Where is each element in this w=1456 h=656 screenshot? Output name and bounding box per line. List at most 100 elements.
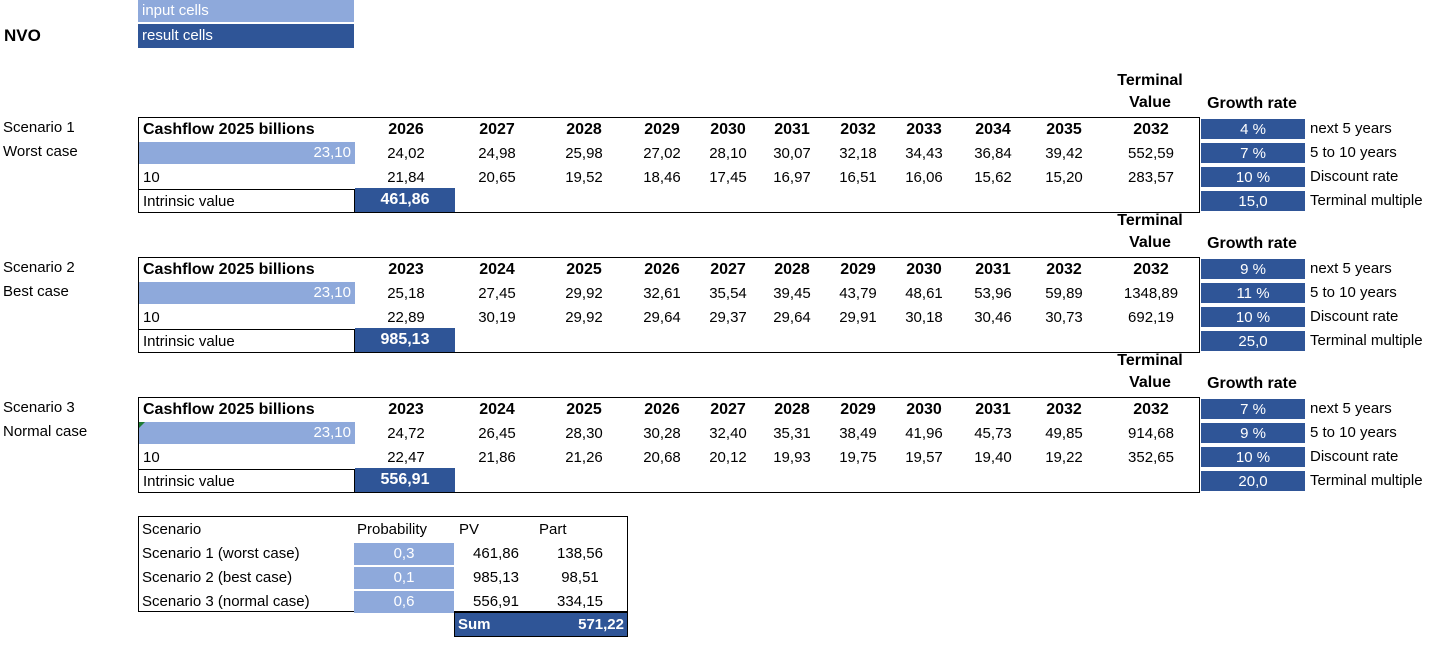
summary-sum-label: Sum	[458, 616, 491, 633]
terminal-value-header-line-1: Terminal	[1117, 212, 1183, 229]
scenario-1-param-label-1: next 5 years	[1310, 120, 1392, 137]
scenario-3-year-header: 2028	[774, 401, 810, 418]
scenario-3-pv-cell: 21,86	[478, 449, 516, 466]
scenario-1-pv-cell: 15,20	[1045, 169, 1083, 186]
scenario-1-years: 10	[143, 169, 160, 186]
scenario-3-cashflow-cell: 41,96	[905, 425, 943, 442]
summary-row-3-probability[interactable]: 0,6	[354, 591, 454, 613]
scenario-2-cashflow-cell: 27,45	[478, 285, 516, 302]
scenario-1-pv-cell: 15,62	[974, 169, 1012, 186]
scenario-3-growth-rate-header: Growth rate	[1207, 375, 1297, 392]
scenario-2-year-header: 2031	[975, 261, 1011, 278]
scenario-3-cashflow-cell: 38,49	[839, 425, 877, 442]
scenario-3-cashflow-cell: 26,45	[478, 425, 516, 442]
summary-row-1-probability[interactable]: 0,3	[354, 543, 454, 565]
summary-row-2-scenario: Scenario 2 (best case)	[142, 569, 293, 586]
summary-table: Scenario Probability PV Part Scenario 1 …	[138, 516, 628, 637]
scenario-1-year-header: 2029	[644, 121, 680, 138]
scenario-3-pv-cell: 19,57	[905, 449, 943, 466]
scenario-2-param-4[interactable]: 25,0	[1200, 330, 1306, 352]
scenario-3-param-2[interactable]: 9 %	[1200, 422, 1306, 444]
scenario-1-pv-cell: 16,06	[905, 169, 943, 186]
scenario-2-year-header: 2027	[710, 261, 746, 278]
scenario-3-param-4[interactable]: 20,0	[1200, 470, 1306, 492]
summary-row-1-scenario: Scenario 1 (worst case)	[142, 545, 300, 562]
scenario-2-param-label-3: Discount rate	[1310, 308, 1399, 325]
scenario-2-intrinsic-value: 985,13	[355, 328, 455, 352]
scenario-2-pv-cell: 30,73	[1045, 309, 1083, 326]
scenario-1-param-1[interactable]: 4 %	[1200, 118, 1306, 140]
scenario-1-cashflow-cell: 25,98	[565, 145, 603, 162]
scenario-2-param-label-2: 5 to 10 years	[1310, 284, 1397, 301]
scenario-3-year-header: 2030	[906, 401, 942, 418]
scenario-3-cashflow-cell: 28,30	[565, 425, 603, 442]
scenario-1-param-4[interactable]: 15,0	[1200, 190, 1306, 212]
scenario-3-years: 10	[143, 449, 160, 466]
scenario-3-pv-cell: 20,68	[643, 449, 681, 466]
scenario-2-param-3[interactable]: 10 %	[1200, 306, 1306, 328]
summary-sum-value: 571,22	[578, 616, 624, 633]
ticker-label: NVO	[4, 26, 41, 45]
scenario-1-param-label-2: 5 to 10 years	[1310, 144, 1397, 161]
scenario-3-year-header: 2031	[975, 401, 1011, 418]
summary-header-pv: PV	[459, 521, 480, 538]
scenario-3-cashflow-input[interactable]: 23,10	[139, 422, 355, 444]
scenario-3-cashflow-cell: 914,68	[1128, 425, 1174, 442]
scenario-2-intrinsic-value-label: Intrinsic value	[139, 329, 355, 353]
scenario-1-pv-cell: 17,45	[709, 169, 747, 186]
scenario-2-cashflow-cell: 59,89	[1045, 285, 1083, 302]
summary-header-part: Part	[539, 521, 567, 538]
summary-row-2-probability[interactable]: 0,1	[354, 567, 454, 589]
terminal-value-header-line-1: Terminal	[1117, 72, 1183, 89]
scenario-2-param-1[interactable]: 9 %	[1200, 258, 1306, 280]
scenario-1-name: Scenario 1	[3, 119, 75, 136]
scenario-1-terminal-value-header: Terminal Value	[1108, 70, 1192, 114]
scenario-2-cashflow-cell: 43,79	[839, 285, 877, 302]
scenario-1-param-3[interactable]: 10 %	[1200, 166, 1306, 188]
scenario-3-param-3[interactable]: 10 %	[1200, 446, 1306, 468]
scenario-3-cashflow-cell: 35,31	[773, 425, 811, 442]
legend-result-cells: result cells	[138, 24, 354, 48]
scenario-3-param-1[interactable]: 7 %	[1200, 398, 1306, 420]
scenario-3-intrinsic-value: 556,91	[355, 468, 455, 492]
scenario-2-cashflow-cell: 25,18	[387, 285, 425, 302]
scenario-1-year-header: 2034	[975, 121, 1011, 138]
scenario-1-param-2[interactable]: 7 %	[1200, 142, 1306, 164]
scenario-1-cashflow-cell: 27,02	[643, 145, 681, 162]
scenario-2-years: 10	[143, 309, 160, 326]
scenario-1-cashflow-cell: 34,43	[905, 145, 943, 162]
summary-row-2-part: 98,51	[561, 569, 599, 586]
scenario-1-cashflow-input[interactable]: 23,10	[139, 142, 355, 164]
legend-input-cells: input cells	[138, 0, 354, 22]
scenario-2-param-2[interactable]: 11 %	[1200, 282, 1306, 304]
scenario-1-year-header: 2032	[840, 121, 876, 138]
scenario-2-pv-cell: 29,64	[773, 309, 811, 326]
scenario-1-intrinsic-value: 461,86	[355, 188, 455, 212]
scenario-2-pv-cell: 29,37	[709, 309, 747, 326]
scenario-2-cashflow-label: Cashflow 2025 billions	[143, 261, 315, 278]
scenario-2-year-header: 2030	[906, 261, 942, 278]
scenario-1-cashflow-cell: 28,10	[709, 145, 747, 162]
scenario-1-year-header: 2028	[566, 121, 602, 138]
scenario-2-cashflow-input[interactable]: 23,10	[139, 282, 355, 304]
scenario-3-year-header: 2029	[840, 401, 876, 418]
scenario-2-growth-rate-header: Growth rate	[1207, 235, 1297, 252]
scenario-2-pv-cell: 30,19	[478, 309, 516, 326]
summary-row-1-part: 138,56	[557, 545, 603, 562]
summary-row-3-pv: 556,91	[473, 593, 519, 610]
scenario-1-cashflow-cell: 552,59	[1128, 145, 1174, 162]
scenario-1-cashflow-label: Cashflow 2025 billions	[143, 121, 315, 138]
scenario-1-pv-cell: 16,51	[839, 169, 877, 186]
scenario-3-year-header: 2026	[644, 401, 680, 418]
scenario-1-param-label-4: Terminal multiple	[1310, 192, 1423, 209]
scenario-2-cashflow-cell: 53,96	[974, 285, 1012, 302]
scenario-2-year-header: 2032	[1133, 261, 1169, 278]
scenario-3-year-header: 2025	[566, 401, 602, 418]
scenario-2-table: Cashflow 2025 billions 23,10 10 Intrinsic v…	[138, 257, 1200, 353]
scenario-2-year-header: 2028	[774, 261, 810, 278]
scenario-3-year-header: 2032	[1046, 401, 1082, 418]
summary-row-2-pv: 985,13	[473, 569, 519, 586]
scenario-2-cashflow-cell: 48,61	[905, 285, 943, 302]
summary-row-1-pv: 461,86	[473, 545, 519, 562]
summary-row-3-scenario: Scenario 3 (normal case)	[142, 593, 310, 610]
